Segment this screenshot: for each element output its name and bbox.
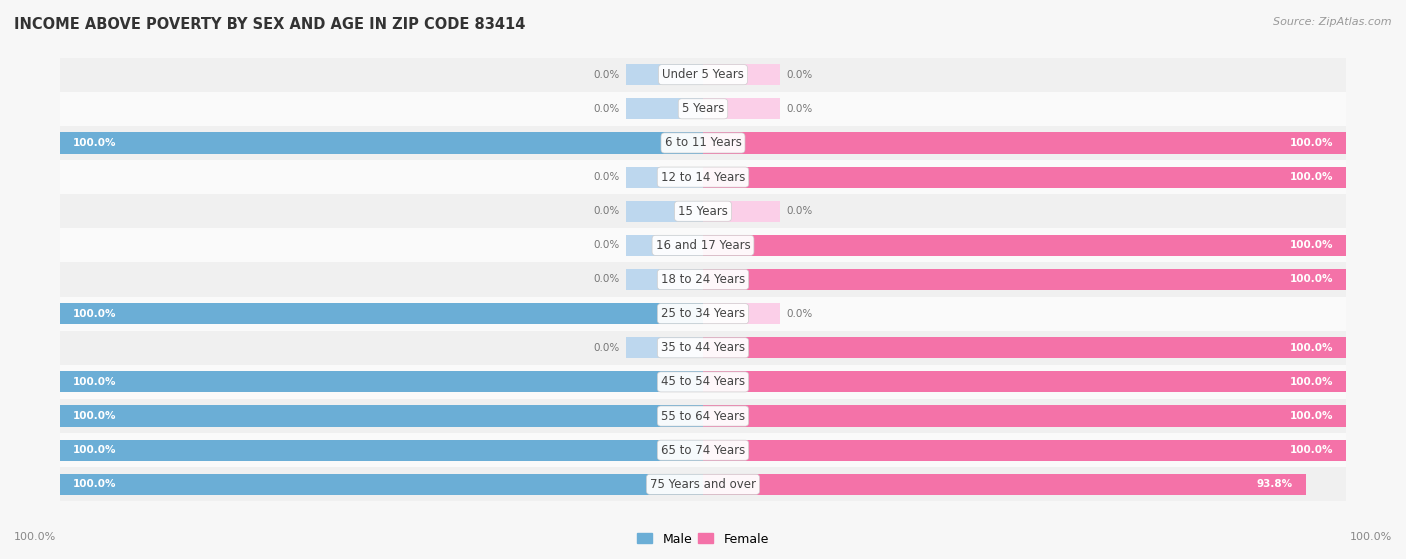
Text: 0.0%: 0.0% (593, 343, 620, 353)
Text: 5 Years: 5 Years (682, 102, 724, 115)
Text: 18 to 24 Years: 18 to 24 Years (661, 273, 745, 286)
Bar (60, 303, 703, 324)
Bar (626, 167, 703, 188)
Bar (60, 228, 1346, 262)
Bar (60, 58, 1346, 92)
Bar (60, 467, 1346, 501)
Bar (60, 194, 1346, 228)
Text: 100.0%: 100.0% (1289, 343, 1333, 353)
Text: 0.0%: 0.0% (786, 70, 813, 80)
Bar (703, 473, 1306, 495)
Text: 100.0%: 100.0% (1289, 445, 1333, 455)
Text: 100.0%: 100.0% (1289, 274, 1333, 285)
Text: 100.0%: 100.0% (73, 377, 117, 387)
Bar (60, 262, 1346, 297)
Bar (703, 371, 1346, 392)
Text: 0.0%: 0.0% (593, 172, 620, 182)
Text: Under 5 Years: Under 5 Years (662, 68, 744, 81)
Text: 100.0%: 100.0% (73, 479, 117, 489)
Text: 25 to 34 Years: 25 to 34 Years (661, 307, 745, 320)
Text: 100.0%: 100.0% (1289, 411, 1333, 421)
Bar (626, 98, 703, 120)
Text: 35 to 44 Years: 35 to 44 Years (661, 342, 745, 354)
Text: 100.0%: 100.0% (73, 138, 117, 148)
Text: 100.0%: 100.0% (1289, 172, 1333, 182)
Text: 0.0%: 0.0% (786, 309, 813, 319)
Bar (703, 132, 1346, 154)
Text: 0.0%: 0.0% (786, 206, 813, 216)
Text: 100.0%: 100.0% (73, 411, 117, 421)
Bar (60, 160, 1346, 194)
Text: 75 Years and over: 75 Years and over (650, 478, 756, 491)
Text: 100.0%: 100.0% (1289, 240, 1333, 250)
Bar (60, 473, 703, 495)
Text: 0.0%: 0.0% (593, 70, 620, 80)
Bar (626, 201, 703, 222)
Bar (703, 98, 780, 120)
Text: 0.0%: 0.0% (593, 206, 620, 216)
Bar (703, 439, 1346, 461)
Bar (703, 269, 1346, 290)
Bar (703, 235, 1346, 256)
Text: 0.0%: 0.0% (786, 104, 813, 114)
Text: 100.0%: 100.0% (73, 445, 117, 455)
Bar (703, 64, 780, 86)
Bar (626, 64, 703, 86)
Bar (626, 337, 703, 358)
Text: 100.0%: 100.0% (1350, 532, 1392, 542)
Text: 16 and 17 Years: 16 and 17 Years (655, 239, 751, 252)
Bar (60, 371, 703, 392)
Bar (703, 337, 1346, 358)
Bar (60, 132, 703, 154)
Bar (60, 439, 703, 461)
Text: 6 to 11 Years: 6 to 11 Years (665, 136, 741, 149)
Bar (60, 365, 1346, 399)
Text: 65 to 74 Years: 65 to 74 Years (661, 444, 745, 457)
Bar (703, 201, 780, 222)
Bar (703, 303, 780, 324)
Legend: Male, Female: Male, Female (633, 528, 773, 551)
Text: 93.8%: 93.8% (1257, 479, 1294, 489)
Text: 0.0%: 0.0% (593, 274, 620, 285)
Bar (60, 297, 1346, 331)
Text: 100.0%: 100.0% (1289, 377, 1333, 387)
Text: 100.0%: 100.0% (1289, 138, 1333, 148)
Text: 100.0%: 100.0% (73, 309, 117, 319)
Bar (703, 405, 1346, 427)
Bar (626, 269, 703, 290)
Text: 100.0%: 100.0% (14, 532, 56, 542)
Bar (60, 399, 1346, 433)
Text: 0.0%: 0.0% (593, 104, 620, 114)
Text: 12 to 14 Years: 12 to 14 Years (661, 170, 745, 183)
Bar (60, 433, 1346, 467)
Text: 0.0%: 0.0% (593, 240, 620, 250)
Text: 45 to 54 Years: 45 to 54 Years (661, 376, 745, 389)
Text: INCOME ABOVE POVERTY BY SEX AND AGE IN ZIP CODE 83414: INCOME ABOVE POVERTY BY SEX AND AGE IN Z… (14, 17, 526, 32)
Text: 55 to 64 Years: 55 to 64 Years (661, 410, 745, 423)
Bar (703, 167, 1346, 188)
Bar (60, 331, 1346, 365)
Text: Source: ZipAtlas.com: Source: ZipAtlas.com (1274, 17, 1392, 27)
Bar (626, 235, 703, 256)
Bar (60, 92, 1346, 126)
Bar (60, 405, 703, 427)
Bar (60, 126, 1346, 160)
Text: 15 Years: 15 Years (678, 205, 728, 217)
